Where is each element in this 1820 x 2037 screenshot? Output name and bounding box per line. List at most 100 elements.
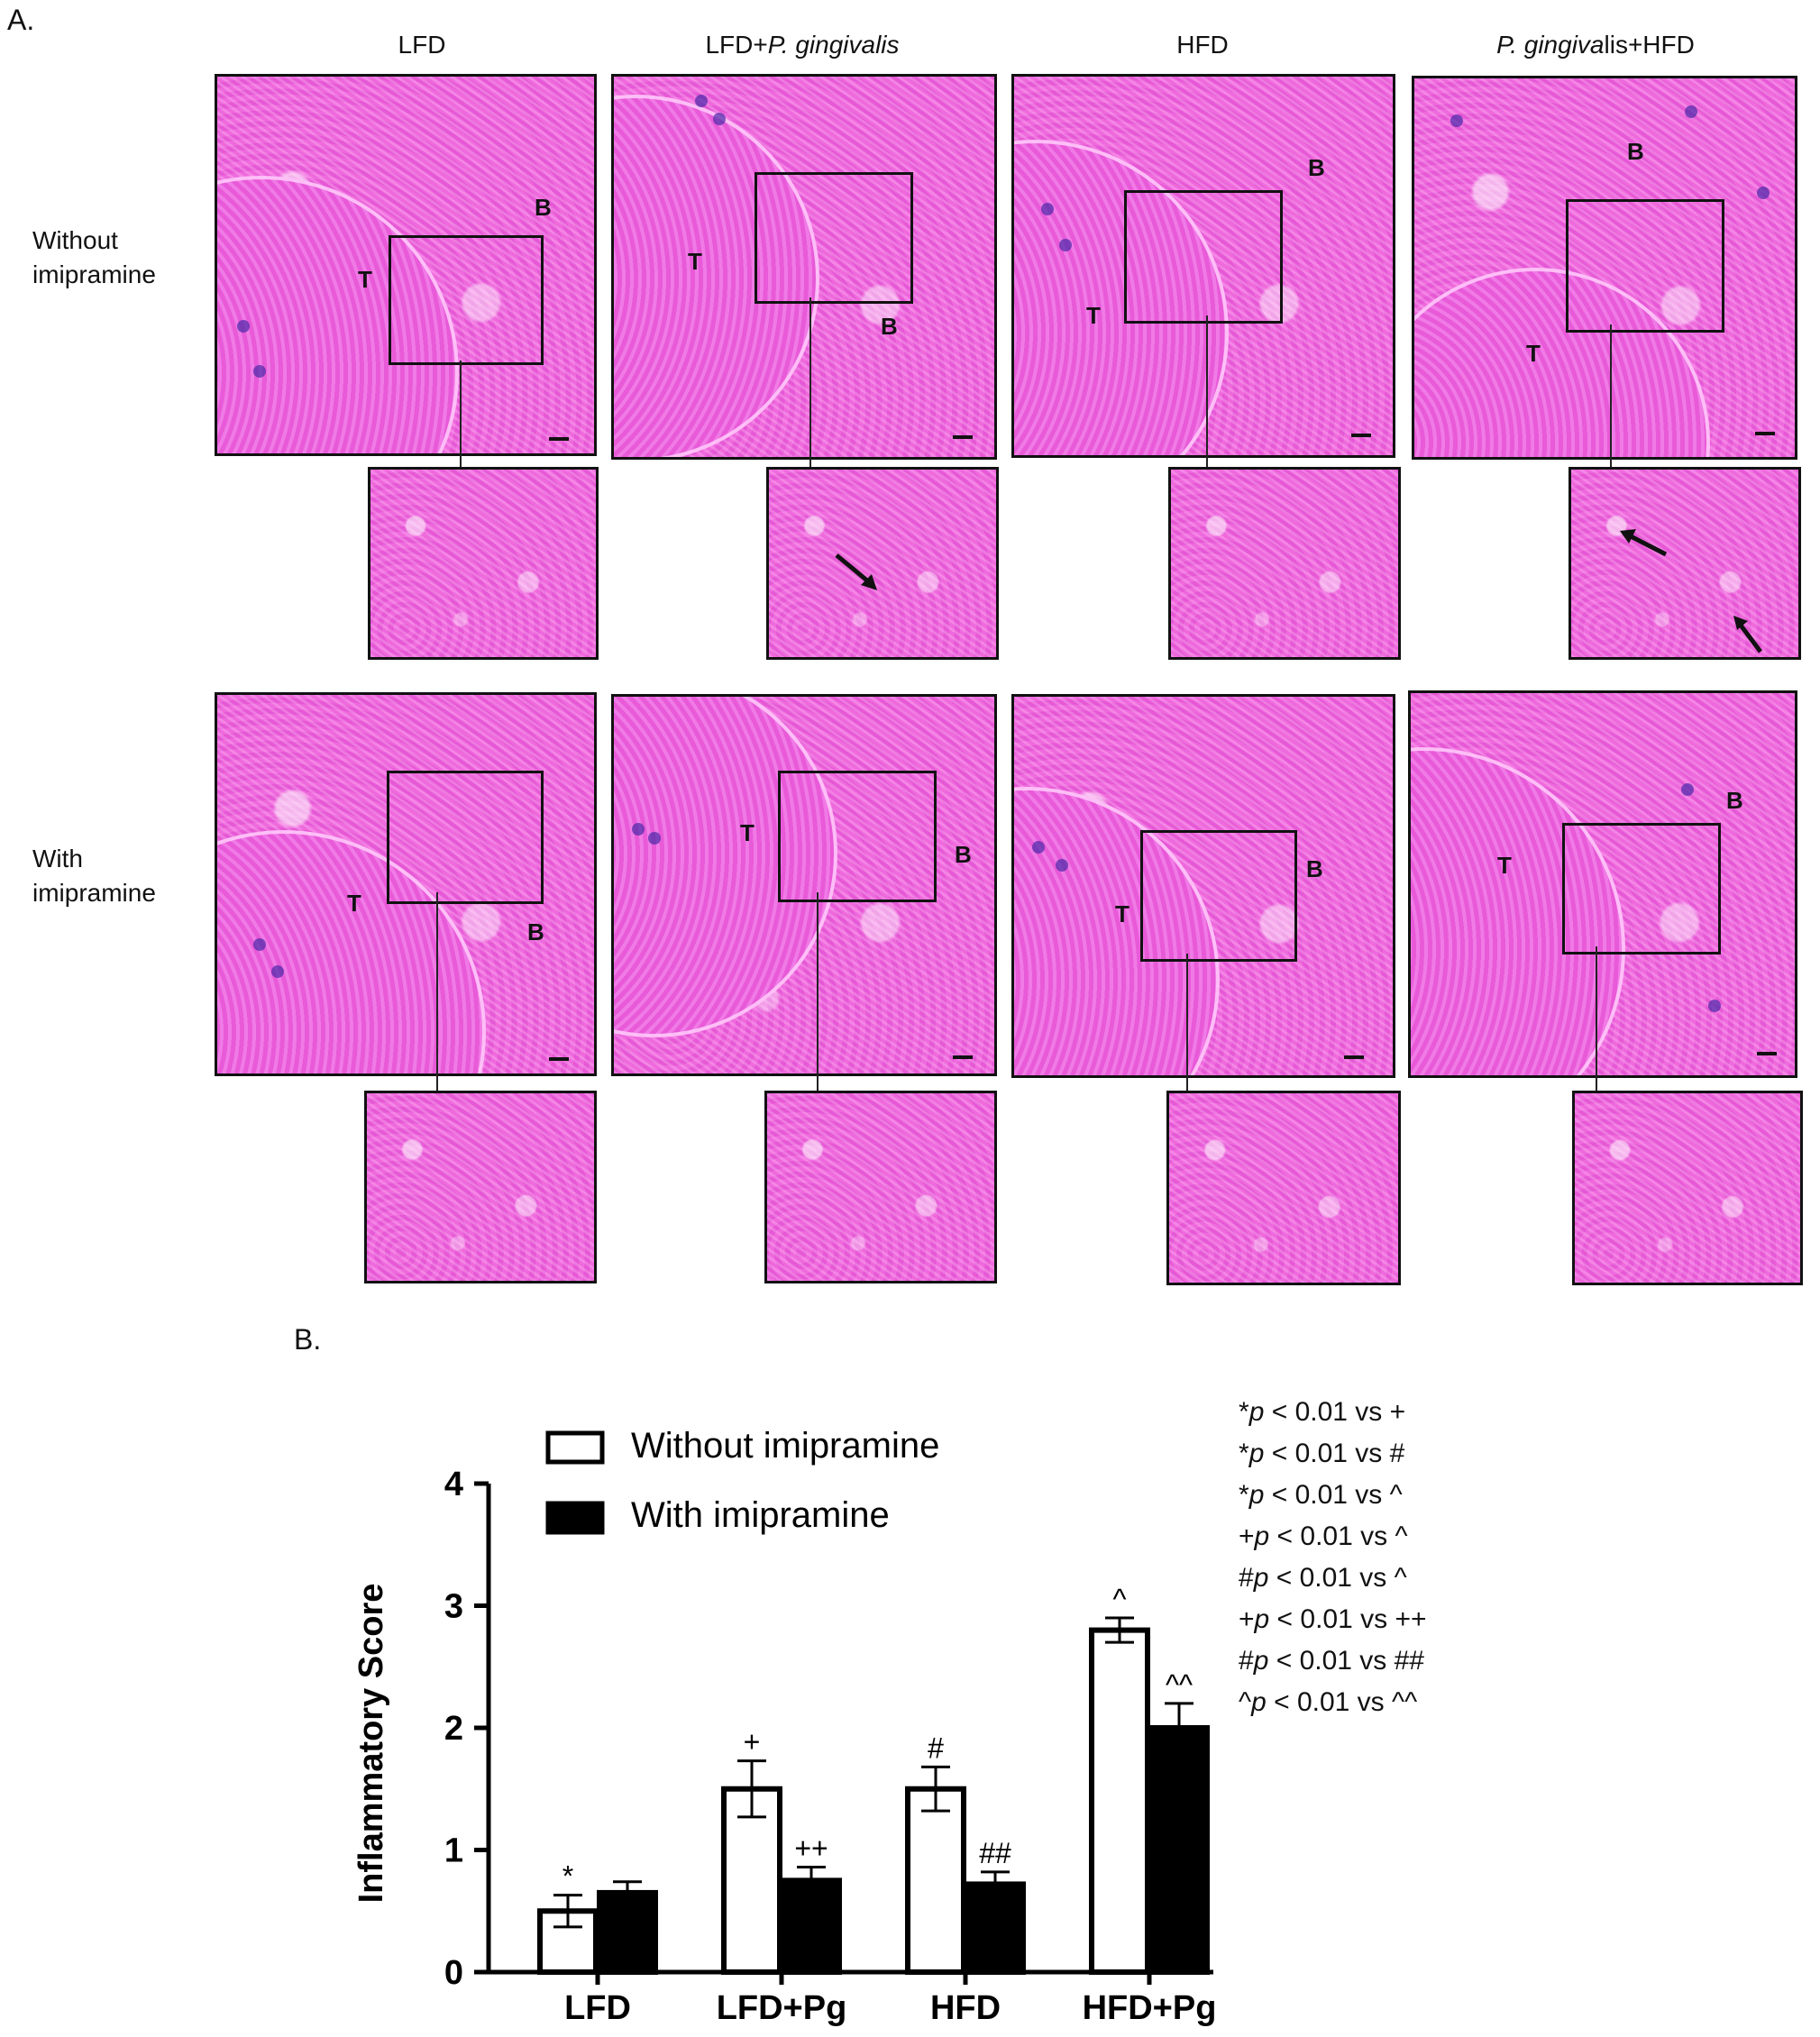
tooth-label: T [688, 248, 702, 275]
scale-bar [1755, 432, 1775, 435]
tooth-label: T [1115, 900, 1129, 927]
zoom-connector-line [809, 297, 811, 472]
bar [905, 1786, 966, 1975]
significance-marker: + [744, 1726, 761, 1758]
bar [781, 1877, 842, 1975]
cell-arrow-icon [835, 553, 877, 590]
cell-arrow-icon [1733, 616, 1762, 653]
y-tick-label: 2 [444, 1710, 463, 1748]
zoom-connector-line [1596, 946, 1597, 1096]
zoom-connector-line [1610, 324, 1612, 472]
column-title-lfd-pg: LFD+P. gingivalis [705, 31, 900, 59]
cell-arrow-icon [1620, 529, 1668, 557]
scale-bar [953, 1055, 973, 1059]
significance-marker: ^ [1112, 1583, 1126, 1615]
y-tick-label: 3 [444, 1588, 463, 1626]
micrograph-pg-hfd-without: T B [1412, 76, 1797, 460]
x-tick-label: LFD [564, 1989, 631, 2027]
micrograph-lfd-with: T B [215, 692, 597, 1076]
stats-notes: *p < 0.01 vs + *p < 0.01 vs # *p < 0.01 … [1239, 1392, 1427, 1723]
stats-note: #p < 0.01 vs ## [1239, 1646, 1424, 1676]
row-label-with-imipramine: With imipramine [32, 845, 156, 907]
micrograph-hfd-with: T B [1011, 694, 1395, 1078]
inset-lfd-without [368, 467, 599, 660]
micrograph-lfd-without: T B [215, 74, 597, 456]
x-tick-label: HFD+Pg [1083, 1989, 1217, 2027]
bone-label: B [535, 194, 552, 221]
inset-lfd-pg-without [766, 467, 999, 660]
bar [721, 1786, 782, 1975]
tooth-label: T [347, 890, 361, 917]
bar [597, 1889, 658, 1975]
column-title-lfd: LFD [398, 31, 446, 59]
significance-marker: ++ [794, 1831, 828, 1864]
inset-pg-hfd-without [1568, 467, 1801, 660]
scale-bar [1757, 1052, 1777, 1055]
stats-note: *p < 0.01 vs ^ [1239, 1480, 1403, 1510]
stats-note: #p < 0.01 vs ^ [1239, 1563, 1407, 1593]
scale-bar [549, 437, 569, 441]
zoom-region-box [1140, 830, 1297, 962]
zoom-connector-line [460, 361, 462, 472]
scale-bar [953, 435, 973, 439]
bone-label: B [1726, 787, 1743, 814]
significance-marker: * [562, 1860, 573, 1893]
x-tick-label: LFD+Pg [717, 1989, 847, 2027]
legend-swatch-without [545, 1430, 605, 1465]
bone-label: B [1306, 855, 1323, 882]
stats-note: +p < 0.01 vs ^ [1239, 1521, 1408, 1551]
inset-hfd-with [1166, 1091, 1401, 1285]
panel-b-label: B. [294, 1323, 322, 1356]
bone-label: B [1627, 138, 1644, 165]
micrograph-hfd-without: T B [1011, 74, 1395, 458]
zoom-connector-line [436, 892, 438, 1096]
legend-label-without: Without imipramine [631, 1426, 939, 1466]
significance-marker: ^^ [1166, 1668, 1193, 1701]
scale-bar [549, 1057, 569, 1061]
tooth-label: T [740, 819, 755, 846]
stats-note: *p < 0.01 vs # [1239, 1439, 1405, 1468]
column-title-hfd: HFD [1176, 31, 1229, 59]
micrograph-lfd-pg-without: T B [611, 74, 997, 460]
legend-swatch-with [545, 1501, 605, 1535]
y-tick-label: 1 [444, 1832, 463, 1870]
bar [1148, 1725, 1210, 1975]
inset-hfd-without [1168, 467, 1401, 660]
zoom-region-box [1566, 199, 1724, 333]
bone-label: B [1308, 154, 1325, 181]
tooth-label: T [1497, 852, 1512, 879]
significance-marker: ## [979, 1837, 1011, 1869]
significance-marker: # [928, 1731, 944, 1764]
inset-pg-hfd-with [1572, 1091, 1803, 1285]
scale-bar [1344, 1055, 1364, 1059]
panel-a-label: A. [7, 4, 35, 36]
stats-note: +p < 0.01 vs ++ [1239, 1604, 1427, 1634]
tooth-label: T [1086, 302, 1101, 329]
row-label-without-imipramine: Without imipramine [32, 226, 156, 288]
tooth-label: T [358, 266, 372, 293]
zoom-connector-line [1186, 954, 1188, 1096]
x-tick-label: HFD [930, 1989, 1001, 2027]
zoom-connector-line [817, 892, 819, 1096]
zoom-region-box [1124, 190, 1283, 324]
bone-label: B [955, 841, 972, 868]
column-title-pg-hfd: P. gingivalis+HFD [1496, 31, 1695, 59]
micrograph-pg-hfd-with: T B [1408, 690, 1797, 1078]
zoom-region-box [1562, 823, 1721, 955]
zoom-region-box [755, 172, 913, 304]
zoom-connector-line [1206, 315, 1208, 472]
bar-chart: Without imipramine With imipramine Infla… [352, 1426, 1217, 2027]
zoom-region-box [389, 235, 544, 365]
inset-lfd-pg-with [764, 1091, 997, 1283]
bone-label: B [527, 918, 544, 945]
y-tick-label: 0 [444, 1954, 463, 1992]
inset-lfd-with [364, 1091, 597, 1283]
stats-note: *p < 0.01 vs + [1239, 1397, 1406, 1427]
bar [965, 1881, 1026, 1975]
scale-bar [1351, 434, 1371, 437]
zoom-region-box [387, 771, 544, 904]
zoom-region-box [778, 771, 937, 902]
micrograph-lfd-pg-with: T B [611, 694, 997, 1076]
legend-label-with: With imipramine [631, 1495, 890, 1535]
stats-note: ^p < 0.01 vs ^^ [1239, 1687, 1418, 1717]
